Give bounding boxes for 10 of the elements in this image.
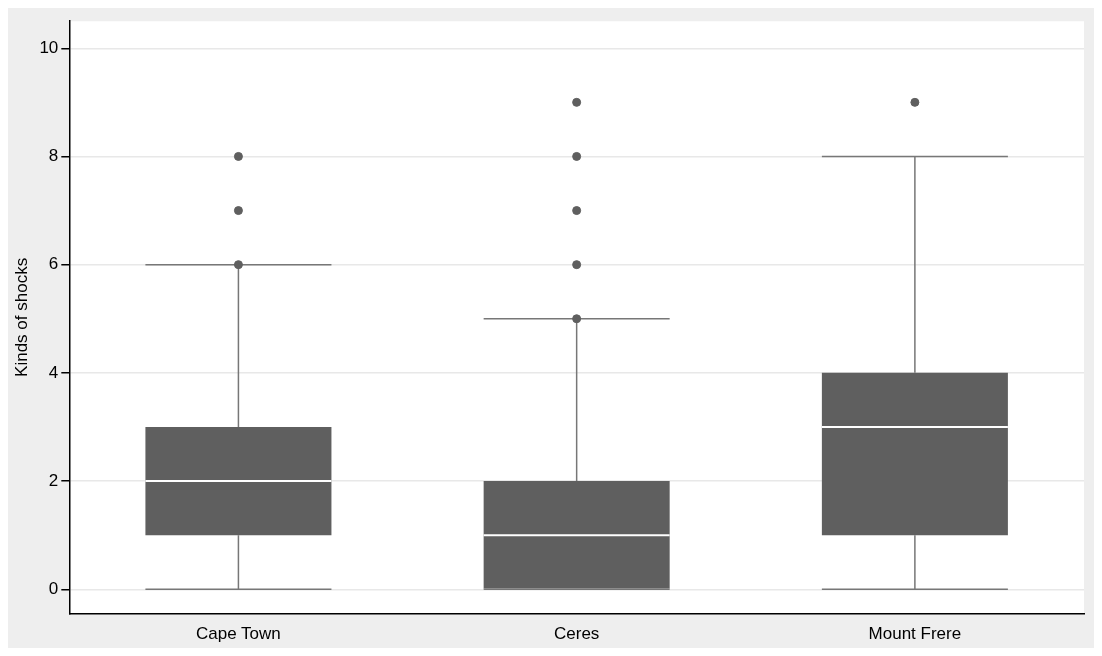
x-tick-label: Cape Town (196, 624, 281, 644)
y-tick-label: 8 (48, 146, 59, 166)
y-tick-label: 0 (48, 578, 59, 598)
y-tick-label: 2 (48, 470, 59, 490)
x-tick-label: Mount Frere (868, 624, 962, 644)
y-tick-label: 4 (48, 362, 59, 382)
y-axis-title: Kinds of shocks (11, 257, 31, 377)
y-tick-label: 10 (39, 37, 59, 57)
x-tick-label: Ceres (553, 624, 600, 644)
y-tick-label: 6 (48, 254, 59, 274)
